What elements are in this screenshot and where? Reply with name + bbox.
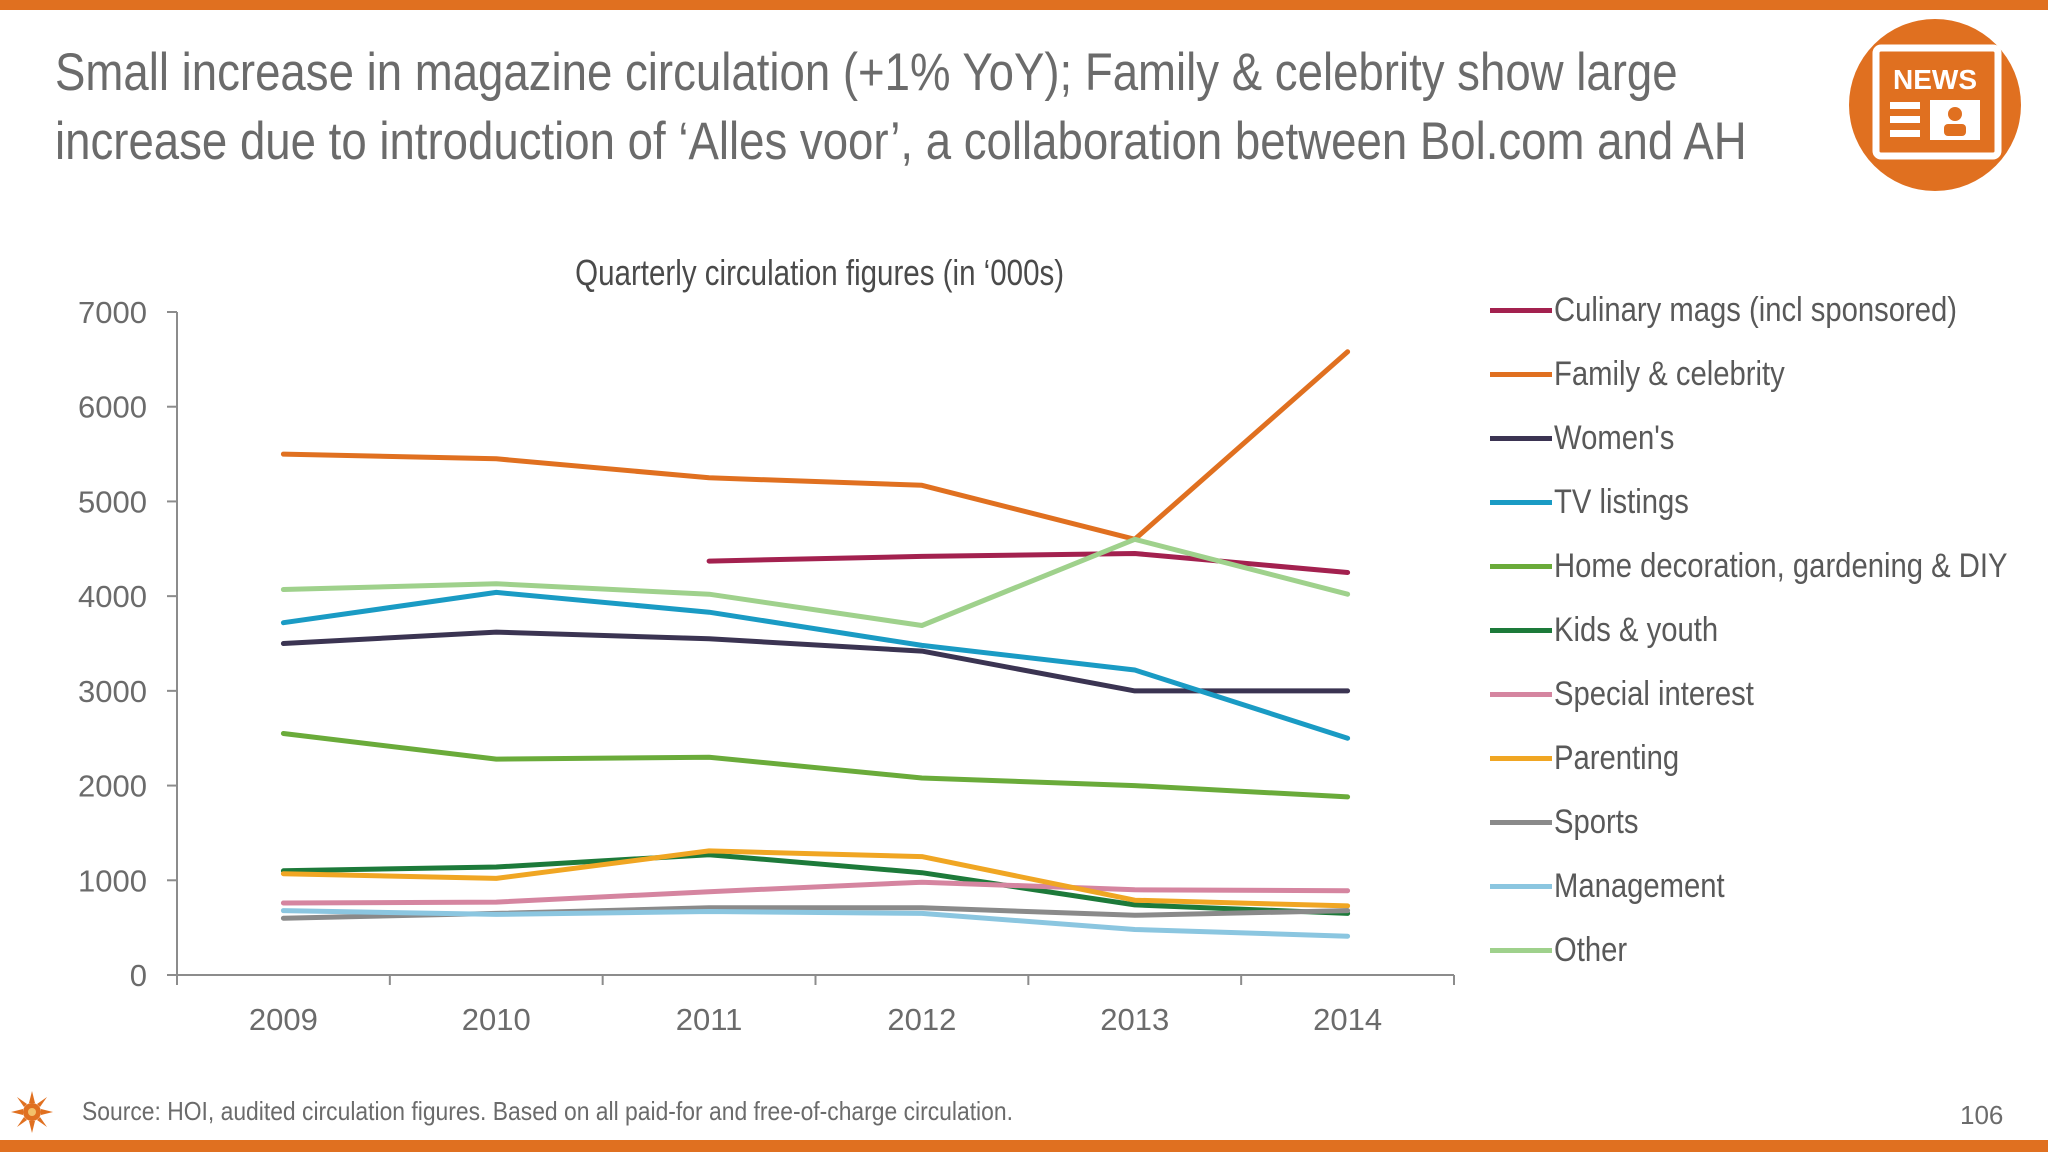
x-tick-label: 2012 (887, 1002, 956, 1037)
legend-item-management: Management (1490, 866, 1752, 906)
legend-label: Special interest (1554, 674, 1754, 713)
legend-swatch (1490, 435, 1552, 441)
source-note: Source: HOI, audited circulation figures… (82, 1096, 1013, 1126)
legend-item-sports: Sports (1490, 802, 1652, 842)
y-tick-label: 7000 (78, 295, 147, 330)
slide-title: Small increase in magazine circulation (… (55, 38, 1747, 176)
legend-label: Home decoration, gardening & DIY (1554, 546, 2008, 585)
x-tick-label: 2010 (462, 1002, 531, 1037)
legend-item-parenting: Parenting (1490, 738, 1700, 778)
bottom-accent-bar (0, 1140, 2048, 1152)
series-line-other (280, 536, 1351, 628)
y-tick-label: 1000 (78, 863, 147, 898)
legend-item-special-interest: Special interest (1490, 674, 1786, 714)
news-badge-label: NEWS (1893, 64, 1977, 95)
legend-item-tv-listings: TV listings (1490, 482, 1711, 522)
x-axis-ticks: 2009 2010 2011 2012 2013 2014 (176, 975, 1455, 1037)
x-tick-label: 2014 (1313, 1002, 1382, 1037)
legend-swatch (1490, 627, 1552, 633)
legend-label: TV listings (1554, 482, 1689, 521)
legend-swatch (1490, 371, 1552, 377)
company-logo (11, 1091, 53, 1133)
legend-label: Kids & youth (1554, 610, 1719, 649)
series-line-culinary-mags-incl-sponsored (706, 551, 1351, 575)
page-number: 106 (1960, 1100, 2004, 1130)
y-axis-ticks: 0 1000 2000 3000 4000 5000 6000 7000 (78, 295, 177, 993)
y-tick-label: 0 (130, 958, 147, 993)
series-line-family-celebrity (280, 349, 1351, 542)
legend-swatch (1490, 883, 1552, 889)
legend-item-women-s: Women's (1490, 418, 1694, 458)
legend-swatch (1490, 947, 1552, 953)
series-line-tv-listings (280, 589, 1351, 741)
legend-swatch (1490, 819, 1552, 825)
legend-item-home-decoration-gardening-diy: Home decoration, gardening & DIY (1490, 546, 2048, 586)
chart-title: Quarterly circulation figures (in ‘000s) (575, 252, 1065, 293)
legend-label: Family & celebrity (1554, 354, 1785, 393)
legend-label: Management (1554, 866, 1725, 905)
legend-label: Women's (1554, 418, 1675, 457)
legend-item-other: Other (1490, 930, 1639, 970)
legend-swatch (1490, 307, 1552, 313)
x-tick-label: 2009 (249, 1002, 318, 1037)
legend-label: Sports (1554, 802, 1639, 841)
legend-label: Parenting (1554, 738, 1680, 777)
x-tick-label: 2011 (676, 1002, 743, 1037)
chart-series (280, 349, 1351, 939)
series-line-management (280, 908, 1351, 939)
y-tick-label: 5000 (78, 484, 147, 519)
newspaper-icon: NEWS (1849, 19, 2021, 191)
y-tick-label: 6000 (78, 390, 147, 425)
y-tick-label: 4000 (78, 579, 147, 614)
series-line-women-s (280, 629, 1351, 694)
legend-swatch (1490, 691, 1552, 697)
series-line-home-decoration-gardening-diy (280, 731, 1351, 800)
series-line-parenting (280, 848, 1351, 909)
legend-swatch (1490, 499, 1552, 505)
legend-item-kids-youth: Kids & youth (1490, 610, 1745, 650)
series-line-kids-youth (280, 852, 1351, 916)
y-tick-label: 3000 (78, 674, 147, 709)
x-tick-label: 2013 (1100, 1002, 1169, 1037)
series-line-special-interest (280, 879, 1351, 906)
y-tick-label: 2000 (78, 769, 147, 804)
slide-title-line-1: Small increase in magazine circulation (… (55, 43, 1678, 102)
legend-swatch (1490, 563, 1552, 569)
legend-item-family-celebrity: Family & celebrity (1490, 354, 1822, 394)
legend-item-culinary-mags-incl-sponsored: Culinary mags (incl sponsored) (1490, 290, 2023, 330)
legend-label: Culinary mags (incl sponsored) (1554, 290, 1958, 329)
legend-label: Other (1554, 930, 1628, 969)
legend-swatch (1490, 755, 1552, 761)
top-accent-bar (0, 0, 2048, 10)
slide-title-line-2: increase due to introduction of ‘Alles v… (55, 112, 1747, 171)
